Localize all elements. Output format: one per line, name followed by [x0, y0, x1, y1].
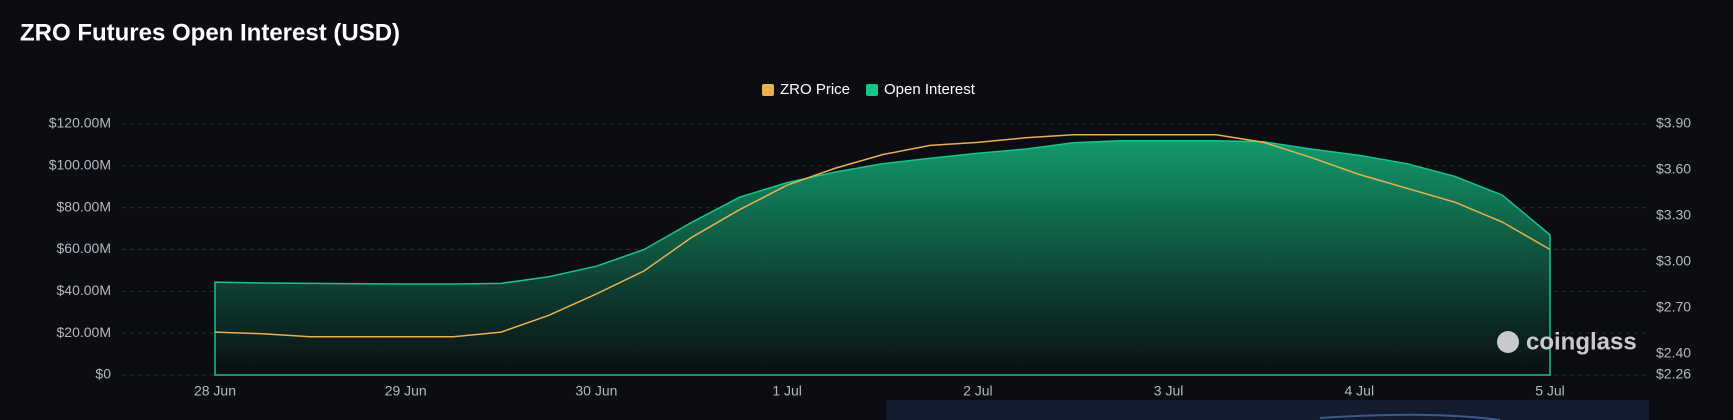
- chart-title: ZRO Futures Open Interest (USD): [20, 19, 400, 46]
- x-tick-label: 5 Jul: [1535, 383, 1565, 399]
- legend-swatch: [866, 84, 879, 96]
- legend-label: ZRO Price: [780, 81, 850, 98]
- y2-tick-label: $3.90: [1656, 115, 1691, 131]
- y2-tick-label: $3.30: [1656, 207, 1691, 223]
- y-tick-label: $20.00M: [57, 324, 111, 340]
- x-tick-label: 1 Jul: [772, 383, 802, 399]
- y2-tick-label: $2.70: [1656, 298, 1691, 314]
- x-tick-label: 2 Jul: [963, 383, 993, 399]
- navigator-line: [1319, 413, 1501, 420]
- y-tick-label: $0: [95, 366, 111, 382]
- y-tick-label: $100.00M: [49, 157, 111, 173]
- x-tick-label: 30 Jun: [575, 383, 617, 399]
- y2-tick-label: $2.40: [1656, 344, 1691, 360]
- y2-tick-label: $2.26: [1656, 366, 1691, 382]
- watermark: coinglass: [1497, 328, 1637, 355]
- y-tick-label: $60.00M: [57, 240, 111, 256]
- area: [214, 139, 1551, 376]
- y2-tick-label: $3.60: [1656, 161, 1691, 177]
- y-tick-label: $80.00M: [57, 198, 111, 214]
- y2-tick-label: $3.00: [1656, 252, 1691, 268]
- watermark-icon: [1497, 331, 1519, 353]
- legend-swatch: [762, 84, 774, 96]
- navigator: [886, 400, 1649, 420]
- x-tick-label: 4 Jul: [1344, 383, 1374, 399]
- y-tick-label: $40.00M: [57, 282, 111, 298]
- y-tick-label: $120.00M: [49, 115, 111, 131]
- x-tick-label: 3 Jul: [1154, 383, 1184, 399]
- x-tick-label: 29 Jun: [385, 383, 427, 399]
- line: [214, 133, 1551, 338]
- x-tick-label: 28 Jun: [194, 383, 236, 399]
- watermark-text: coinglass: [1526, 328, 1637, 355]
- legend-label: Open Interest: [884, 81, 976, 98]
